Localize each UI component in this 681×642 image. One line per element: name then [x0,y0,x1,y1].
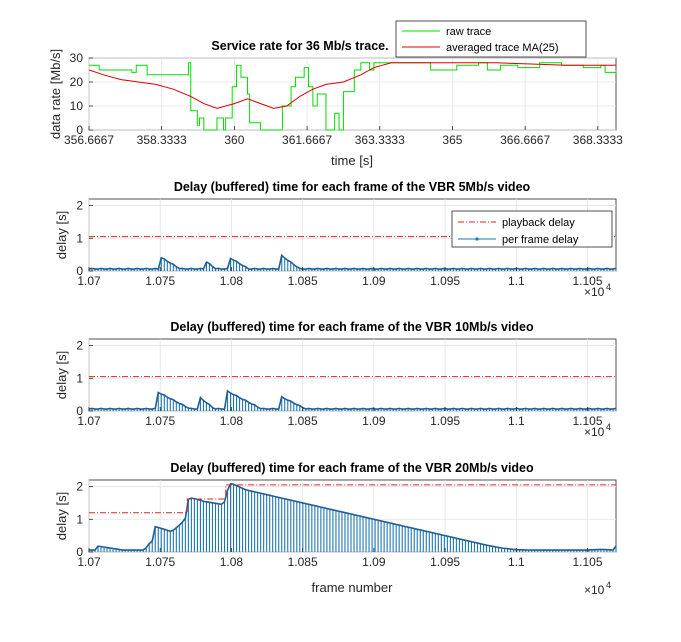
plot-area [88,479,617,553]
x-tick-label: 1.09 [362,274,386,288]
x-tick-label: 366.6667 [500,133,550,147]
x-axis-label: frame number [312,580,394,595]
x-tick-label: 1.095 [430,414,460,428]
x-tick-label: 1.095 [430,274,460,288]
panel-service-rate: 356.6667 358.3333 360 361.6667 363.3333 365 36… [48,20,623,168]
x-tick-label: 1.07 [77,555,101,569]
x-tick-label: 365 [442,133,462,147]
x-tick-label: 1.075 [145,414,175,428]
x-exponent-label: ×10 [584,425,605,439]
y-axis-label: delay [s] [54,351,69,399]
y-tick-label: 1 [76,371,83,385]
x-tick-label: 1.09 [362,555,386,569]
series-layer [88,62,617,131]
plot-area [88,57,617,131]
chart-title: Service rate for 36 Mb/s trace. [211,39,388,53]
y-tick-label: 30 [70,51,84,65]
y-tick-label: 0 [76,404,83,418]
tick-layer: 356.6667 358.3333 360 361.6667 363.3333 365 36… [64,51,623,147]
y-tick-label: 10 [70,99,84,113]
y-tick-label: 2 [76,339,83,353]
legend-label-averaged-trace: averaged trace MA(25) [446,42,559,54]
x-tick-label: 1.1 [508,555,525,569]
x-tick-label: 360 [224,133,244,147]
legend-label-raw-trace: raw trace [446,26,491,38]
x-tick-label: 1.075 [145,274,175,288]
x-tick-label: 1.07 [77,274,101,288]
x-tick-label: 1.085 [288,414,318,428]
plot-area [88,338,617,412]
panel-delay-5mbps: 1.07 1.075 1.08 1.085 1.09 1.095 1.1 1.105 0 1 2 D… [54,180,617,299]
x-tick-label: 1.08 [220,414,244,428]
frame-delay-envelope [88,389,617,410]
y-tick-label: 1 [76,512,83,526]
y-tick-label: 2 [76,199,83,213]
x-exponent-label: ×10 [584,285,605,299]
x-tick-label: 368.3333 [573,133,623,147]
legend-swatch-per-frame-marker [475,237,479,241]
x-tick-label: 1.085 [288,274,318,288]
x-tick-label: 1.095 [430,555,460,569]
series-layer [88,482,617,552]
playback-delay-line [89,484,616,514]
x-tick-label: 1.09 [362,414,386,428]
series-line-averaged-trace [88,62,616,109]
frame-delay-envelope [88,253,617,270]
legend-box [451,210,613,248]
chart-title: Delay (buffered) time for each frame of … [174,180,531,194]
panel-delay-20mbps: 1.07 1.075 1.08 1.085 1.09 1.095 1.1 1.105 0 1 2 D… [54,461,617,597]
x-axis-label: time [s] [331,153,373,168]
series-line-raw-trace [89,62,617,131]
x-tick-label: 356.6667 [64,133,114,147]
y-tick-label: 0 [76,545,83,559]
x-exponent-power: 4 [606,282,611,292]
y-tick-label: 0 [76,123,83,137]
frame-delay-envelope [89,482,617,551]
y-tick-label: 20 [70,75,84,89]
y-axis-label: data rate [Mb/s] [48,49,63,139]
series-layer [88,376,617,411]
legend: playback delay per frame delay [451,210,613,248]
x-tick-label: 1.105 [572,555,602,569]
x-tick-label: 1.08 [220,274,244,288]
tick-layer: 1.07 1.075 1.08 1.085 1.09 1.095 1.1 1.105 0 1 2 [76,199,603,288]
chart-title: Delay (buffered) time for each frame of … [170,320,534,334]
y-axis-label: delay [s] [54,211,69,259]
chart-title: Delay (buffered) time for each frame of … [170,461,534,475]
y-axis-label: delay [s] [54,492,69,540]
x-tick-label: 361.6667 [282,133,332,147]
panel-delay-10mbps: 1.07 1.075 1.08 1.085 1.09 1.095 1.1 1.105 0 1 2 D… [54,320,617,439]
legend: raw trace averaged trace MA(25) [395,20,587,58]
legend-label-per-frame-delay: per frame delay [502,234,579,246]
y-tick-label: 1 [76,231,83,245]
y-tick-label: 2 [76,480,83,494]
x-tick-label: 1.105 [572,274,602,288]
x-exponent-label: ×10 [584,583,605,597]
x-exponent-power: 4 [606,580,611,590]
tick-layer: 1.07 1.075 1.08 1.085 1.09 1.095 1.1 1.105 0 1 2 [76,339,603,428]
legend-label-playback-delay: playback delay [502,217,575,229]
x-tick-label: 358.3333 [137,133,187,147]
x-tick-label: 1.07 [77,414,101,428]
x-tick-label: 1.085 [288,555,318,569]
x-tick-label: 1.1 [508,274,525,288]
x-exponent-power: 4 [606,422,611,432]
y-tick-label: 0 [76,264,83,278]
x-tick-label: 1.075 [145,555,175,569]
x-tick-label: 363.3333 [355,133,405,147]
x-tick-label: 1.08 [220,555,244,569]
x-tick-label: 1.105 [572,414,602,428]
legend-box [395,20,587,58]
tick-layer: 1.07 1.075 1.08 1.085 1.09 1.095 1.1 1.105 0 1 2 [76,480,603,569]
x-tick-label: 1.1 [508,414,525,428]
